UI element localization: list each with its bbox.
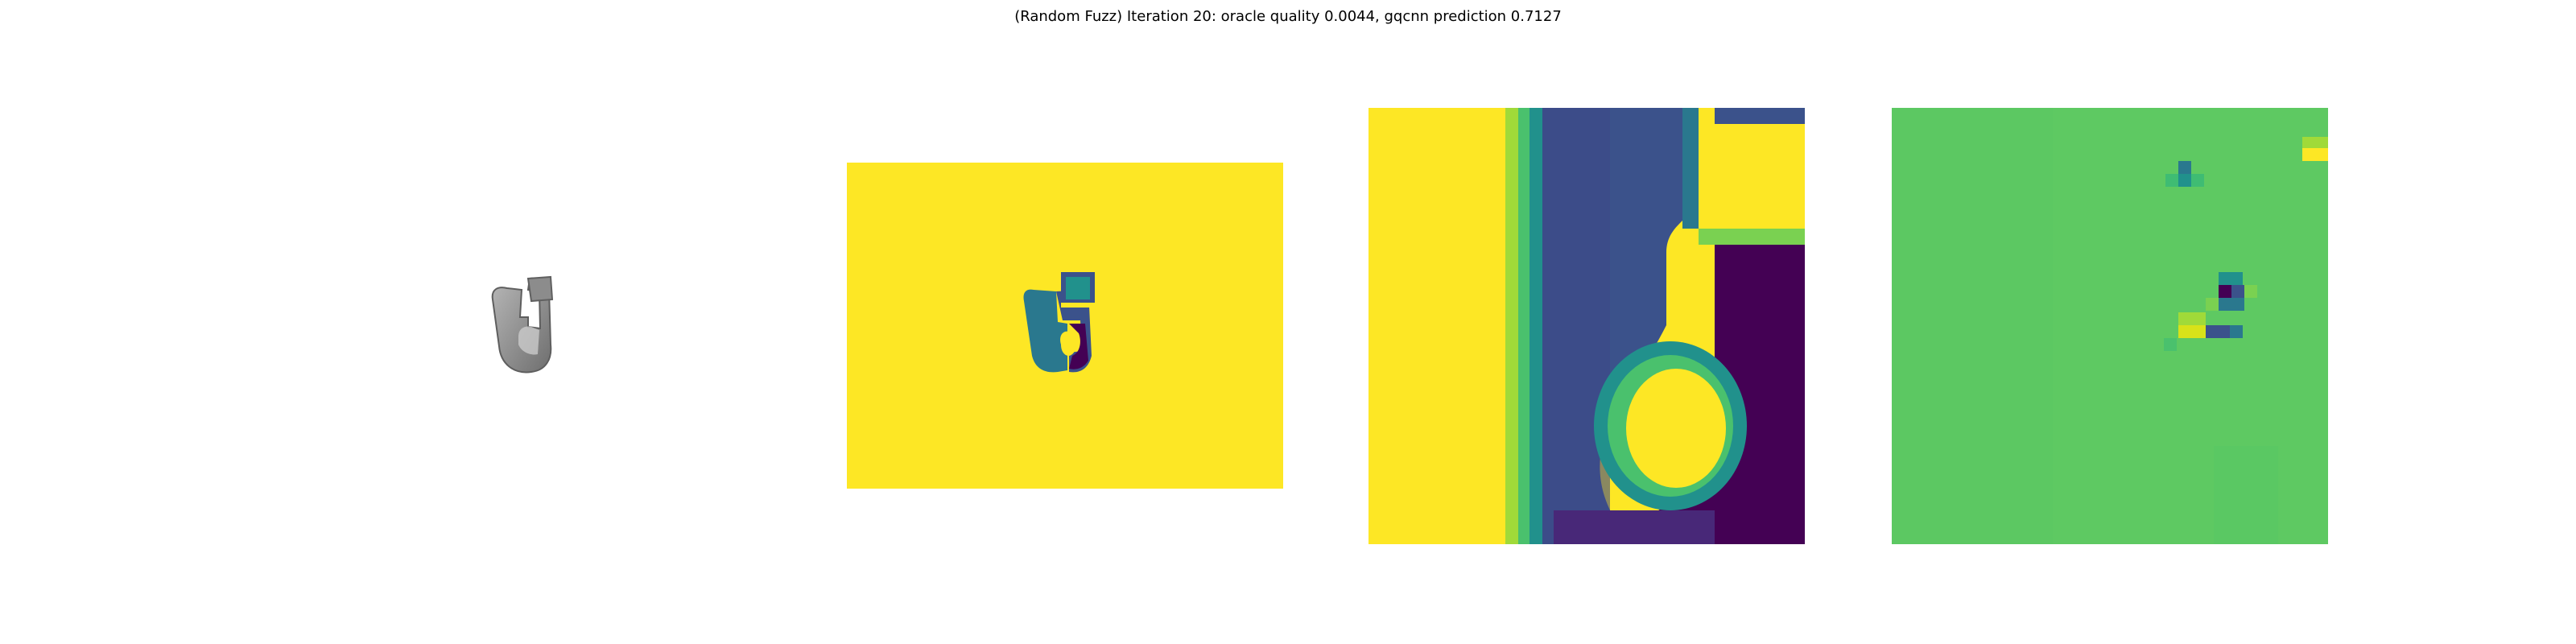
fuzz-difference-panel	[1892, 108, 2328, 544]
depth-crop-panel	[1368, 108, 1805, 544]
depth-crop-image	[1368, 108, 1805, 544]
rendered-object-image	[491, 275, 554, 374]
rendered-object-panel	[451, 242, 588, 402]
figure-title: (Random Fuzz) Iteration 20: oracle quali…	[1014, 8, 1562, 25]
depth-image-panel	[847, 163, 1283, 489]
fuzz-difference-image	[1892, 108, 2328, 544]
depth-image	[847, 163, 1283, 489]
